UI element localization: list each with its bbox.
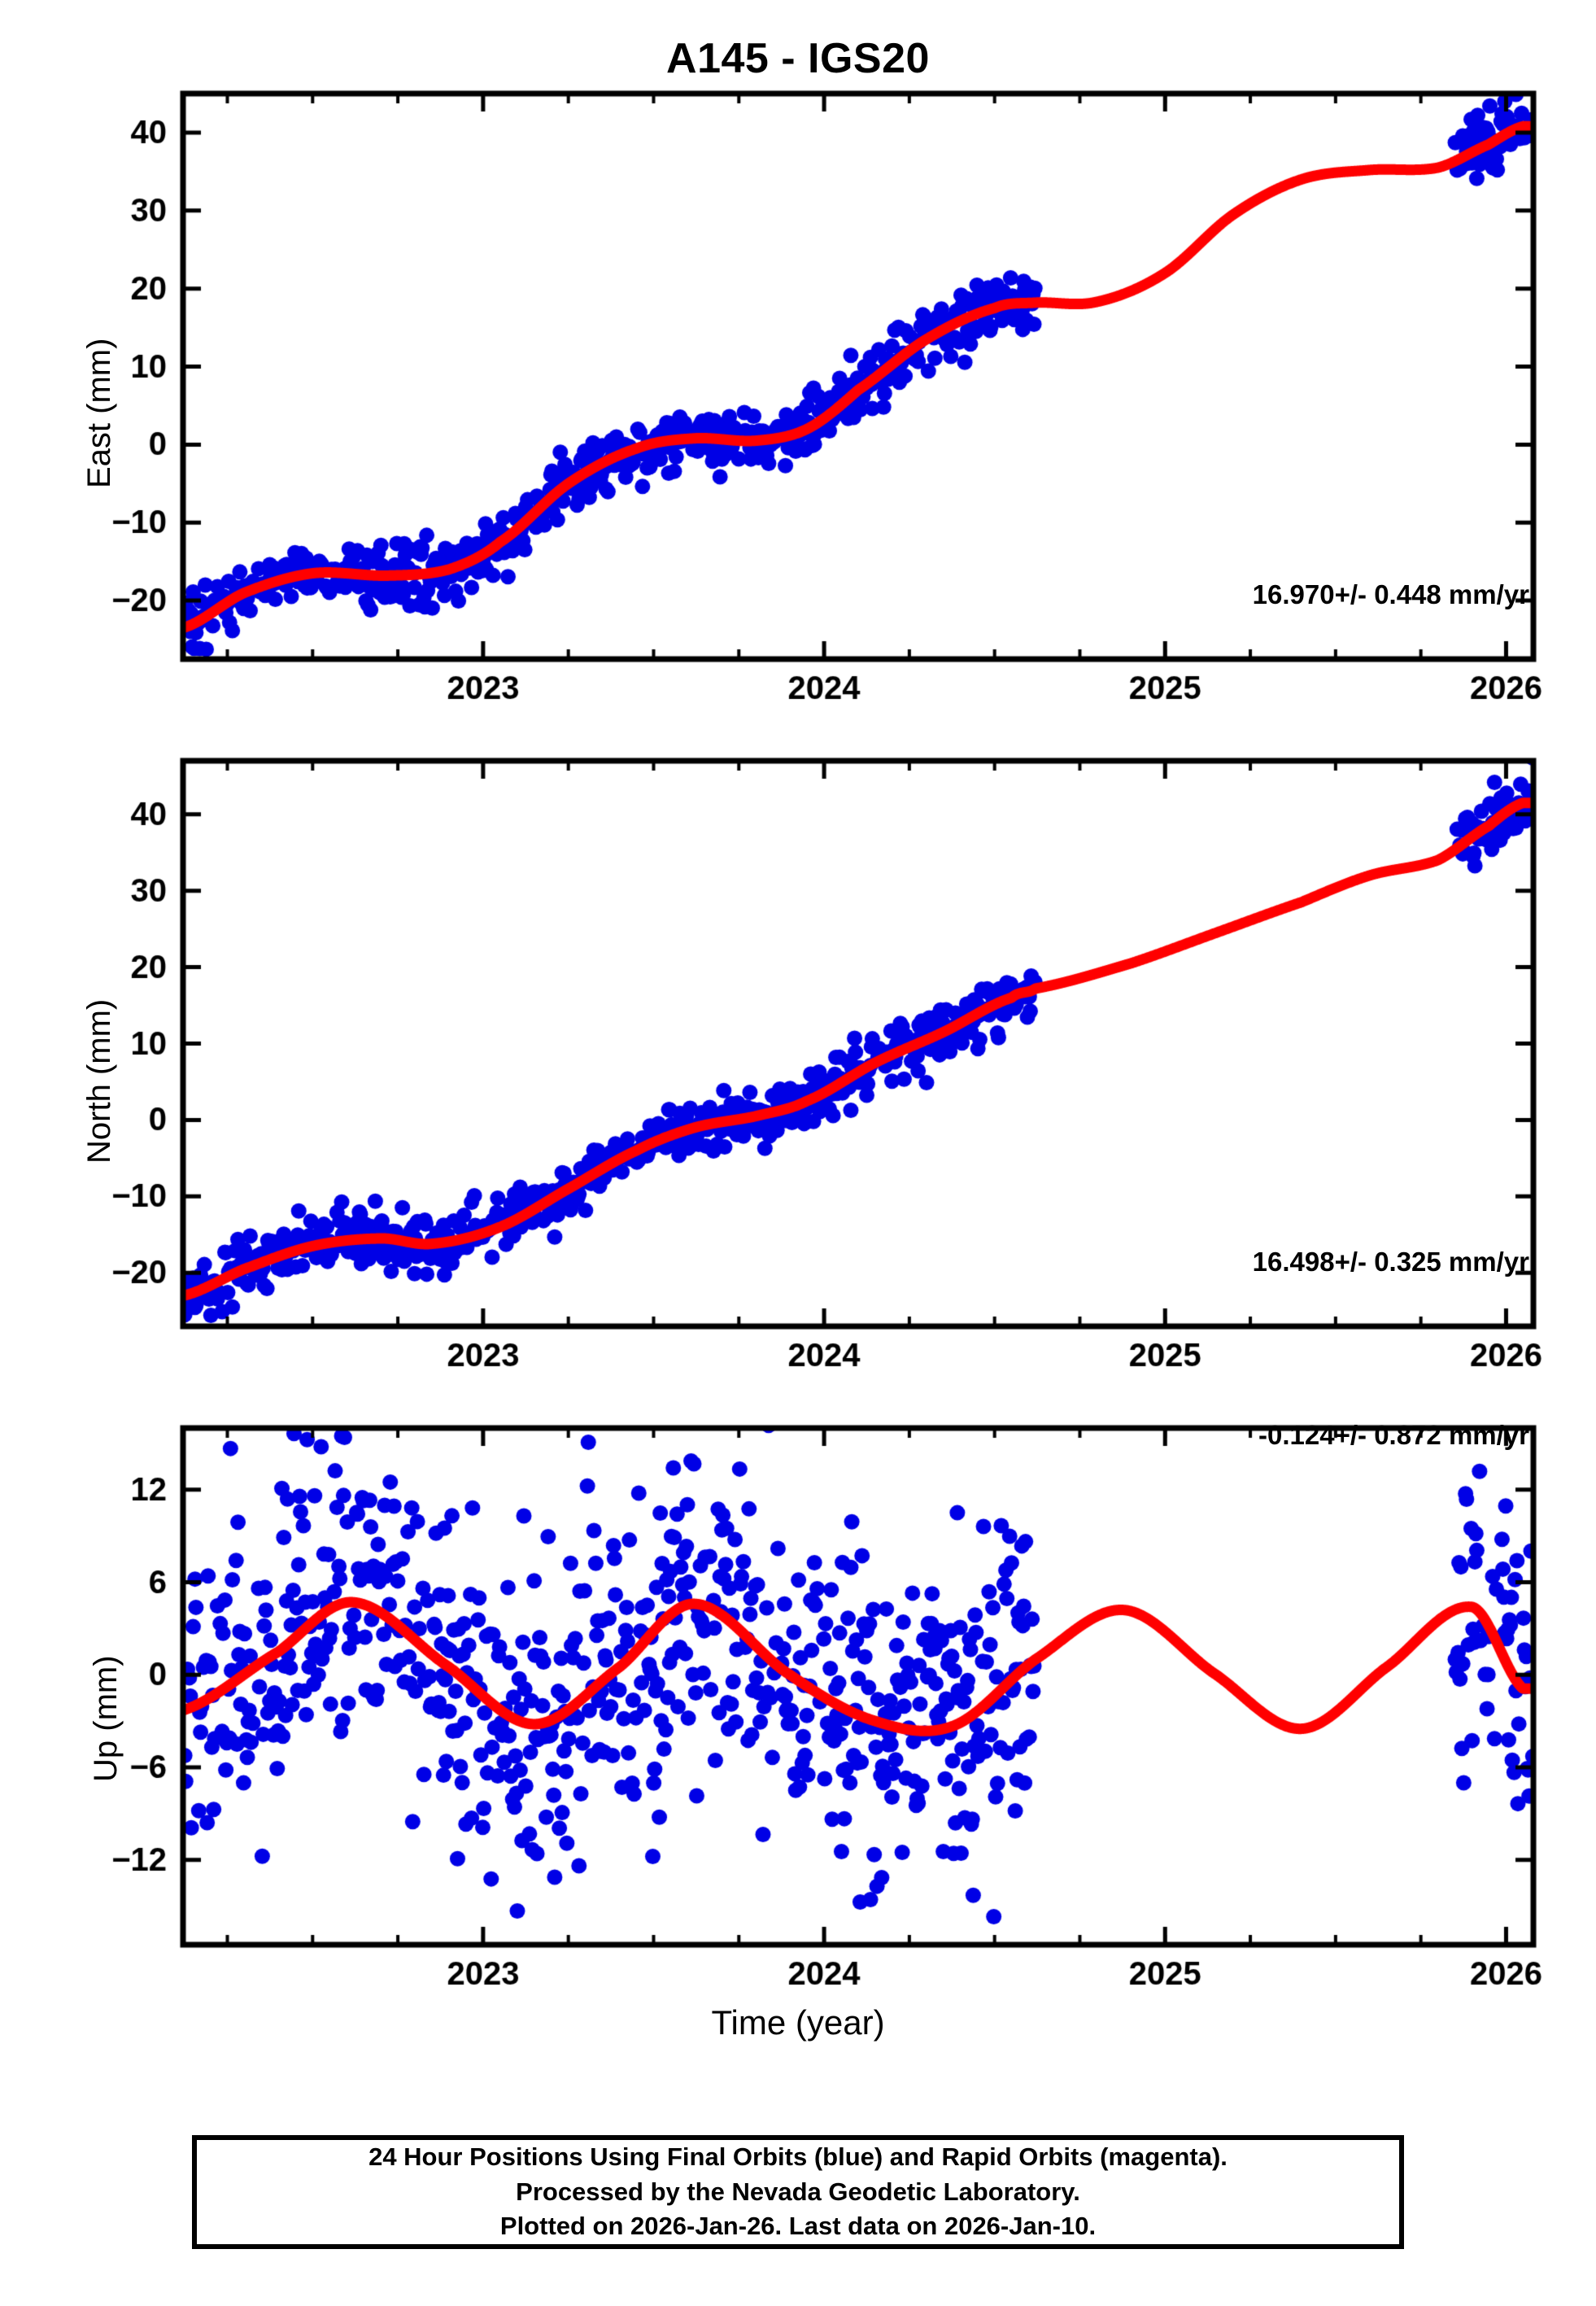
page-title: A145 - IGS20: [666, 35, 930, 82]
figure-caption-box: 24 Hour Positions Using Final Orbits (bl…: [192, 2135, 1404, 2249]
x-axis-label: Time (year): [711, 2003, 885, 2042]
caption-line-dates: Plotted on 2026-Jan-26. Last data on 202…: [499, 2212, 1097, 2241]
y-axis-label-east: East (mm): [81, 338, 117, 488]
rate-annotation-up: -0.124+/- 0.872 mm/yr: [1258, 1420, 1529, 1450]
rate-annotation-north: 16.498+/- 0.325 mm/yr: [1252, 1247, 1529, 1277]
caption-line-orbits: 24 Hour Positions Using Final Orbits (bl…: [368, 2142, 1228, 2171]
caption-line-processor: Processed by the Nevada Geodetic Laborat…: [516, 2177, 1080, 2206]
y-axis-label-up: Up (mm): [88, 1655, 124, 1782]
rate-annotation-east: 16.970+/- 0.448 mm/yr: [1252, 579, 1529, 609]
y-axis-label-north: North (mm): [81, 998, 117, 1164]
